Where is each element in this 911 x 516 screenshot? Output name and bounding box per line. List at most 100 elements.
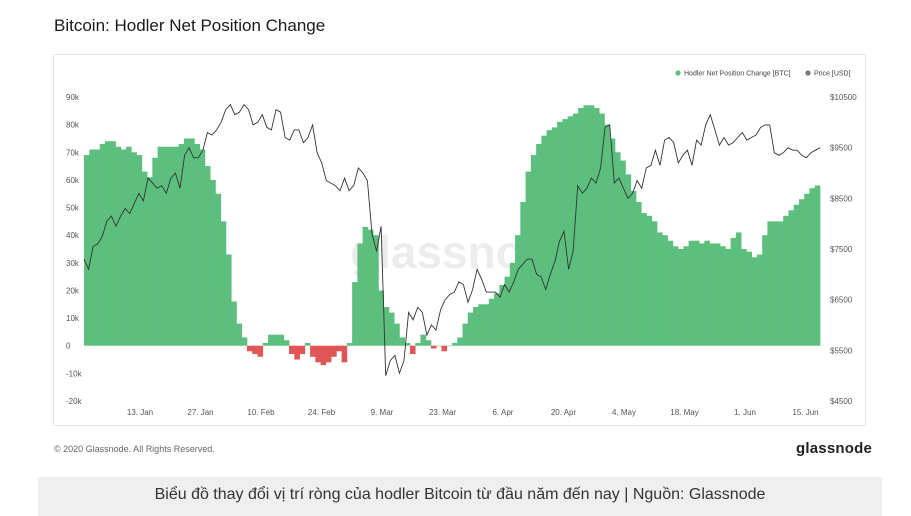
bar (415, 342, 421, 346)
bar (467, 312, 474, 346)
bar (804, 193, 810, 346)
x-tick-label: 20. Apr (551, 408, 577, 417)
legend-label[interactable]: Price [USD] (814, 71, 851, 78)
bar (383, 307, 390, 346)
bar (409, 345, 416, 355)
x-tick-label: 6. Apr (493, 408, 514, 417)
x-tick-label: 9. Mar (371, 408, 394, 417)
bar (262, 342, 269, 346)
bar (441, 345, 448, 352)
bar (662, 235, 668, 346)
bar (147, 177, 153, 346)
bar (152, 157, 158, 346)
bar (730, 237, 737, 346)
bar (404, 342, 411, 346)
bar (268, 334, 274, 346)
bar (131, 152, 137, 346)
bar (225, 254, 232, 346)
legend-label[interactable]: Hodler Net Position Change [BTC] (684, 71, 791, 78)
bar (630, 190, 637, 346)
bar (373, 235, 379, 346)
y-left-tick-label: 50k (66, 204, 80, 213)
legend-marker (805, 70, 811, 76)
bar (183, 138, 190, 346)
bar (588, 105, 595, 346)
bar (99, 143, 106, 346)
bar (257, 345, 264, 357)
bar (204, 166, 211, 346)
bar (310, 345, 316, 357)
bar (199, 149, 206, 346)
y-right-tick-label: $9500 (830, 144, 853, 153)
bar (783, 215, 789, 346)
bar (741, 249, 747, 346)
bar (756, 254, 763, 346)
y-left-tick-label: 30k (66, 259, 80, 268)
copyright-text: © 2020 Glassnode. All Rights Reserved. (54, 444, 215, 454)
bar (341, 345, 348, 363)
bar (488, 298, 495, 346)
bar (683, 246, 689, 346)
bar (399, 337, 406, 346)
bar (625, 174, 632, 346)
bar-series (84, 105, 821, 366)
bar (141, 171, 148, 346)
bar (273, 334, 279, 346)
bar (793, 204, 800, 346)
bar (315, 345, 321, 363)
bar (352, 282, 358, 346)
bar (751, 257, 758, 346)
brand-logo: glassnode (796, 440, 872, 457)
bar (105, 141, 111, 346)
bar (494, 293, 500, 346)
y-axis-left: 90k 80k 70k 60k 50k 40k 30k 20k 10k 0 -10k -20k (66, 93, 83, 406)
bar (346, 342, 353, 346)
bar (178, 143, 185, 346)
x-tick-label: 1. Jun (734, 408, 756, 417)
bar (420, 334, 427, 346)
bar (620, 160, 626, 346)
bar (473, 307, 479, 346)
bar (572, 113, 579, 346)
bar (362, 226, 369, 346)
x-tick-label: 15. Jun (792, 408, 818, 417)
bar (704, 240, 710, 346)
bar (457, 337, 463, 346)
bar (210, 179, 216, 346)
bar (252, 345, 258, 355)
bar (378, 290, 385, 346)
bar (746, 251, 753, 346)
bar (162, 146, 169, 346)
bar (446, 345, 453, 347)
bar (94, 149, 101, 346)
bar (709, 243, 716, 346)
bar (767, 221, 774, 346)
bar (667, 240, 674, 346)
y-left-tick-label: 40k (66, 231, 80, 240)
figure-caption: Biểu đồ thay đổi vị trí ròng của hodler … (154, 486, 766, 503)
bar (136, 155, 143, 346)
bar (641, 213, 647, 346)
bar (452, 342, 458, 346)
bar (126, 146, 132, 346)
bar (725, 249, 731, 346)
y-left-tick-label: 10k (66, 314, 80, 323)
bar (157, 146, 164, 346)
y-left-tick-label: 60k (66, 176, 80, 185)
bar (236, 323, 243, 346)
bar (115, 146, 122, 346)
bar (478, 304, 484, 346)
bar (357, 243, 363, 346)
bar (578, 108, 584, 346)
bar (110, 141, 116, 346)
bar (762, 235, 768, 346)
x-tick-label: 24. Feb (308, 408, 336, 417)
bar (325, 345, 332, 363)
y-axis-right: $10500 $9500 $8500 $7500 $6500 $5500 $4500 (830, 93, 857, 406)
bar (609, 138, 616, 346)
bar (509, 262, 516, 346)
bar (430, 345, 437, 349)
bar (651, 221, 658, 346)
bar (299, 345, 306, 355)
bar (599, 113, 605, 346)
